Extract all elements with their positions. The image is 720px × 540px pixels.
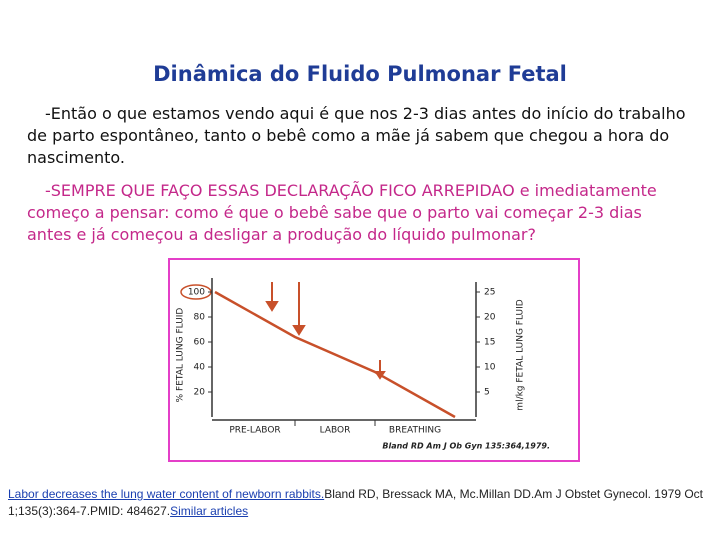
y2-tick-label: 5 (484, 388, 490, 398)
paragraph: -SEMPRE QUE FAÇO ESSAS DECLARAÇÃO FICO A… (27, 181, 657, 244)
paragraph: -Então o que estamos vendo aqui é que no… (27, 104, 686, 167)
citation-text: Bland RD, Bressack MA, Mc.Millan DD.Am J… (8, 487, 703, 518)
y-tick-label: 60 (194, 338, 206, 348)
slide-title: Dinâmica do Fluido Pulmonar Fetal (153, 62, 567, 86)
y2-tick-label: 20 (484, 313, 496, 323)
data-line (214, 290, 456, 419)
y2-tick-label: 25 (484, 288, 495, 298)
phase-label: BREATHING (389, 426, 441, 436)
y-tick-label: 80 (194, 313, 206, 323)
similar-link[interactable]: Similar articles (170, 504, 249, 518)
y-tick-label: 20 (194, 388, 206, 398)
figure: % FETAL LUNG FLUID ml/kg FETAL LUNG FLUI… (168, 258, 580, 462)
source-note: Bland RD Am J Ob Gyn 135:364,1979. (382, 442, 550, 451)
citation: Labor decreases the lung water content o… (8, 486, 708, 520)
y2-axis-label: ml/kg FETAL LUNG FLUID (516, 299, 526, 410)
article-link[interactable]: Labor decreases the lung water content o… (8, 487, 325, 501)
y-axis-label: % FETAL LUNG FLUID (176, 308, 186, 403)
y-tick-label: 100 (188, 288, 205, 298)
y2-tick-label: 10 (484, 363, 496, 373)
phase-label: PRE-LABOR (229, 426, 280, 436)
phase-label: LABOR (320, 426, 351, 436)
y-tick-label: 40 (194, 363, 206, 373)
y2-tick-label: 15 (484, 338, 495, 348)
